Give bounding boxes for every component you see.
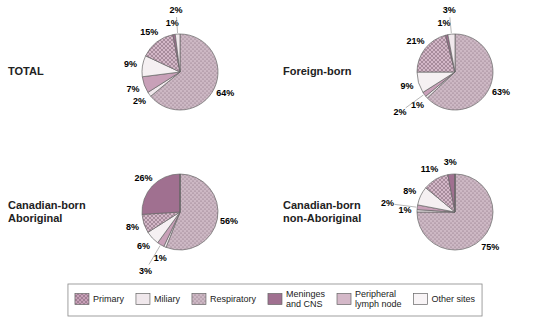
data-label: 8% xyxy=(126,222,139,232)
data-label: 26% xyxy=(135,173,153,183)
legend-label: Other sites xyxy=(432,294,476,304)
data-label: 2% xyxy=(393,107,406,117)
pie-title: Foreign-born xyxy=(283,65,352,77)
pie-slice xyxy=(180,174,181,212)
legend-swatch xyxy=(268,294,282,305)
pie-slice xyxy=(175,34,180,72)
legend-swatch xyxy=(136,294,150,305)
data-label: 2% xyxy=(381,198,394,208)
data-label: 9% xyxy=(124,59,137,69)
pie-title: TOTAL xyxy=(8,65,44,77)
pie: TOTAL64%2%7%9%15%1%2% xyxy=(8,5,234,110)
pie-slice xyxy=(426,175,455,212)
pie: Canadian-bornAboriginal 56% 1%3% 6% 8% 26% xyxy=(8,173,238,276)
legend-item: Miliary xyxy=(136,294,180,305)
data-label: 63% xyxy=(492,87,510,97)
data-label: 64% xyxy=(216,88,234,98)
data-label: 3% xyxy=(443,5,456,15)
pie-slice xyxy=(142,212,180,232)
legend-swatch xyxy=(192,294,206,305)
legend-label: Primary xyxy=(93,294,124,304)
leader-line xyxy=(406,95,424,108)
data-label: 1% xyxy=(438,18,451,28)
legend-swatch xyxy=(337,294,351,305)
pie-slice xyxy=(417,174,493,250)
data-label: 7% xyxy=(126,84,139,94)
chart: TOTAL 64% 2% 7% 9% 15% 1% 2% Foreign-born 63% 1% 2%… xyxy=(0,0,550,322)
leader-line xyxy=(149,246,160,265)
data-label: 75% xyxy=(481,242,499,252)
data-label: 9% xyxy=(400,81,413,91)
legend-swatch xyxy=(75,294,89,305)
pie-slice xyxy=(446,35,455,72)
data-label: 1% xyxy=(411,100,424,110)
pie-slice xyxy=(455,174,456,212)
data-label: 1% xyxy=(399,205,412,215)
legend-label: Meningesand CNS xyxy=(286,289,326,309)
pie-slice xyxy=(146,35,180,72)
pie-title: Canadian-bornAboriginal xyxy=(8,198,86,223)
pie: Canadian-bornnon-Aboriginal 75% 1% 2% 8% 11% 3… xyxy=(283,157,499,252)
leader-line xyxy=(394,204,416,207)
legend-frame xyxy=(68,284,482,316)
data-label: 3% xyxy=(139,266,152,276)
legend: Primary Miliary Respiratory Meningesand CNS… xyxy=(68,284,482,316)
pie-title: Canadian-bornnon-Aboriginal xyxy=(283,198,361,223)
legend-item: Other sites xyxy=(414,294,476,305)
legend-item: Primary xyxy=(75,294,124,305)
legend-item: Meningesand CNS xyxy=(268,289,326,309)
leader-line xyxy=(450,17,452,33)
data-label: 21% xyxy=(406,36,424,46)
legend-label: Peripherallymph node xyxy=(355,289,402,309)
pie: Foreign-born 63% 1% 2% 9% 21% 1% 3% xyxy=(283,5,510,117)
data-label: 3% xyxy=(444,157,457,167)
data-label: 11% xyxy=(421,164,439,174)
legend-item: Respiratory xyxy=(192,294,257,305)
data-label: 1% xyxy=(154,253,167,263)
pie-slice xyxy=(448,34,455,72)
legend-label: Miliary xyxy=(154,294,180,304)
legend-swatch xyxy=(414,294,428,305)
data-label: 2% xyxy=(133,96,146,106)
data-label: 2% xyxy=(170,5,183,15)
data-label: 56% xyxy=(220,216,238,226)
data-label: 6% xyxy=(137,241,150,251)
pie-slice xyxy=(448,174,455,212)
legend-label: Respiratory xyxy=(210,294,257,304)
legend-item: Peripherallymph node xyxy=(337,289,402,309)
data-label: 15% xyxy=(140,27,158,37)
leader-line xyxy=(177,17,178,33)
data-label: 8% xyxy=(403,186,416,196)
pie-slice xyxy=(417,72,455,92)
pie-slice xyxy=(173,34,180,72)
